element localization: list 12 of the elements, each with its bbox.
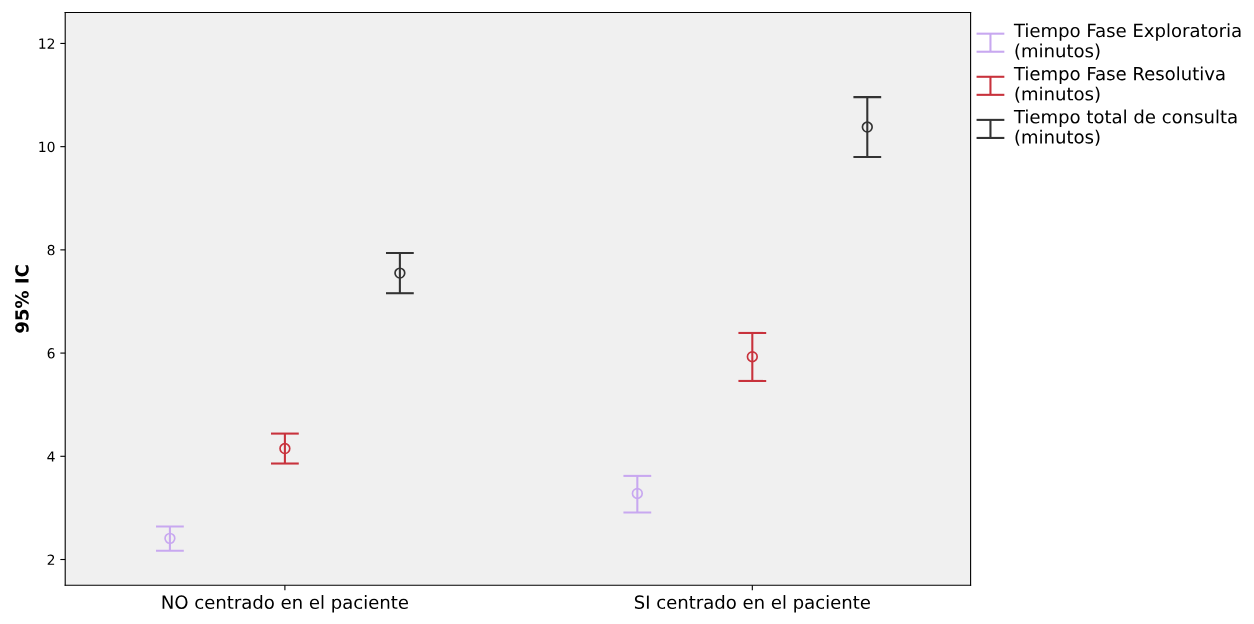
y-tick-label: 12 [39,38,55,49]
y-tick-label: 2 [47,554,55,565]
y-tick-label: 8 [47,244,55,256]
y-tick-label: 4 [47,451,55,462]
y-tick-label: 10 [39,141,55,153]
legend-label: Tiempo Fase Exploratoria (minutos) [1013,23,1241,60]
legend-label: Tiempo Fase Resolutiva (minutos) [1013,66,1225,103]
legend-label: Tiempo total de consulta (minutos) [1013,109,1237,146]
x-tick-label: NO centrado en el paciente [162,595,408,613]
y-axis-title: 95% IC [15,265,29,333]
x-tick-label: SI centrado en el paciente [634,595,870,613]
y-tick-label: 6 [47,348,55,359]
